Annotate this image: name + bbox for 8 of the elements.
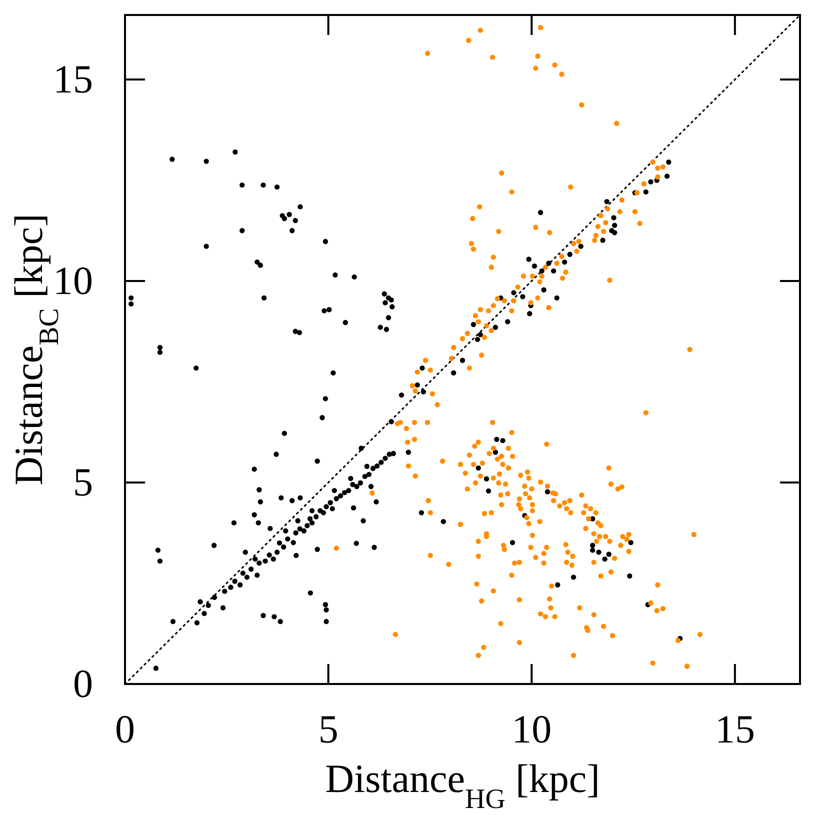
x-tick-label: 10	[512, 706, 552, 752]
x-tick-label: 5	[318, 706, 338, 752]
x-tick-label: 15	[714, 706, 755, 752]
y-tick-label: 5	[73, 459, 93, 504]
x-tick-label: 0	[115, 706, 135, 752]
y-tick-label: 15	[53, 56, 93, 102]
y-tick-label: 0	[73, 660, 93, 706]
x-axis-title: Distance$_{HG}$ [kpc]	[325, 756, 600, 814]
